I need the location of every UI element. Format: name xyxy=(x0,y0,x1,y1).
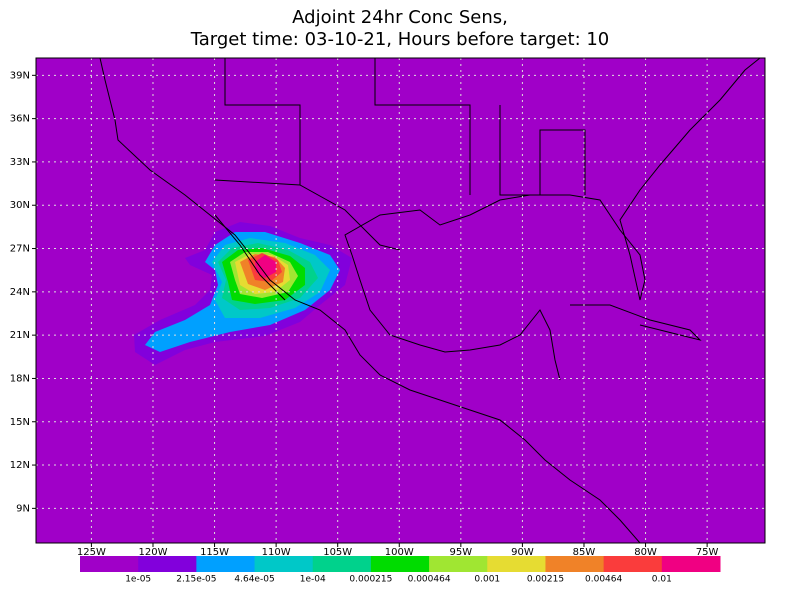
colorbar-box xyxy=(370,556,430,572)
colorbar-box xyxy=(312,556,372,572)
colorbar-label: 4.64e-05 xyxy=(234,575,274,585)
colorbar-label: 0.000464 xyxy=(408,575,451,585)
lat-label: 27N xyxy=(10,244,30,255)
map-title: Adjoint 24hr Conc Sens, xyxy=(292,7,508,28)
lat-label: 24N xyxy=(10,287,30,298)
border xyxy=(214,179,401,251)
lon-label: 110W xyxy=(262,547,291,558)
lat-label: 36N xyxy=(10,114,30,125)
colorbar-label: 1e-05 xyxy=(125,575,151,585)
border xyxy=(499,105,586,196)
border xyxy=(224,58,301,185)
lon-label: 125W xyxy=(77,547,106,558)
colorbar-box xyxy=(138,556,197,572)
coastline xyxy=(344,57,761,301)
lat-label: 15N xyxy=(10,417,30,428)
lat-label: 21N xyxy=(10,330,30,341)
map-subtitle: Target time: 03-10-21, Hours before targ… xyxy=(190,29,610,50)
colorbar-box xyxy=(80,556,139,572)
colorbar-label: 2.15e-05 xyxy=(176,575,216,585)
lon-label: 105W xyxy=(323,547,352,558)
colorbar-box xyxy=(545,556,605,572)
coastlines xyxy=(99,57,761,544)
lon-label: 75W xyxy=(696,547,719,558)
lon-label: 95W xyxy=(450,547,473,558)
lat-label: 12N xyxy=(10,460,30,471)
lon-label: 90W xyxy=(511,547,534,558)
colorbar-box xyxy=(429,556,488,572)
coastline xyxy=(99,57,641,544)
colorbar-box xyxy=(603,556,663,572)
colorbar-box xyxy=(661,556,721,572)
map-frame xyxy=(35,57,766,544)
colorbar-label: 0.01 xyxy=(652,575,672,585)
lat-label: 33N xyxy=(10,157,30,168)
colorbar-label: 0.000215 xyxy=(349,575,392,585)
colorbar-label: 0.00464 xyxy=(585,575,622,585)
colorbar-box xyxy=(487,556,546,572)
map-background xyxy=(36,58,765,543)
lat-label: 39N xyxy=(10,70,30,81)
axes: 39N 36N 33N 30N 27N 24N 21N 18N 15N 12N 9N 125W 120W… xyxy=(10,70,719,558)
colorbar: 1e-05 2.15e-05 4.64e-05 1e-04 0.000215 0.0004… xyxy=(80,556,721,585)
sensitivity-plume xyxy=(134,222,352,365)
colorbar-box xyxy=(196,556,256,572)
colorbar-label: 0.00215 xyxy=(527,575,564,585)
colorbar-label: 0.001 xyxy=(474,575,500,585)
lon-label: 100W xyxy=(385,547,414,558)
lon-label: 80W xyxy=(634,547,657,558)
colorbar-label: 1e-04 xyxy=(300,575,326,585)
lat-label: 9N xyxy=(16,503,30,514)
lon-label: 115W xyxy=(200,547,229,558)
lat-label: 30N xyxy=(10,200,30,211)
coastline xyxy=(214,214,286,301)
border xyxy=(374,58,471,195)
colorbar-box xyxy=(254,556,314,572)
lat-label: 18N xyxy=(10,373,30,384)
contour-level xyxy=(255,255,276,278)
lon-label: 120W xyxy=(138,547,167,558)
graticule xyxy=(36,58,765,543)
lon-label: 85W xyxy=(573,547,596,558)
coastline xyxy=(351,254,561,381)
